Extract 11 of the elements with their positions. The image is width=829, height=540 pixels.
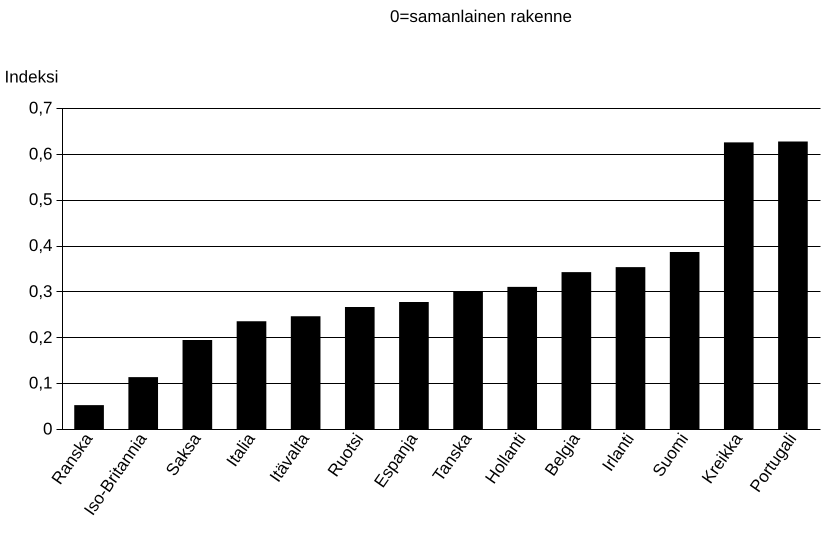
- chart-title: 0=samanlainen rakenne: [390, 7, 572, 26]
- y-tick-label: 0,3: [28, 282, 52, 301]
- y-tick-label: 0: [43, 420, 52, 438]
- y-tick-label: 0,6: [28, 144, 52, 164]
- y-tick-label: 0,2: [28, 328, 52, 347]
- y-tick-label: 0,4: [28, 236, 52, 256]
- y-tick-label: 0,1: [28, 374, 52, 393]
- y-axis-title: Indeksi: [4, 68, 58, 86]
- y-tick-label: 0,5: [28, 190, 52, 210]
- y-tick-label: 0,7: [28, 98, 52, 118]
- bar: [74, 405, 104, 429]
